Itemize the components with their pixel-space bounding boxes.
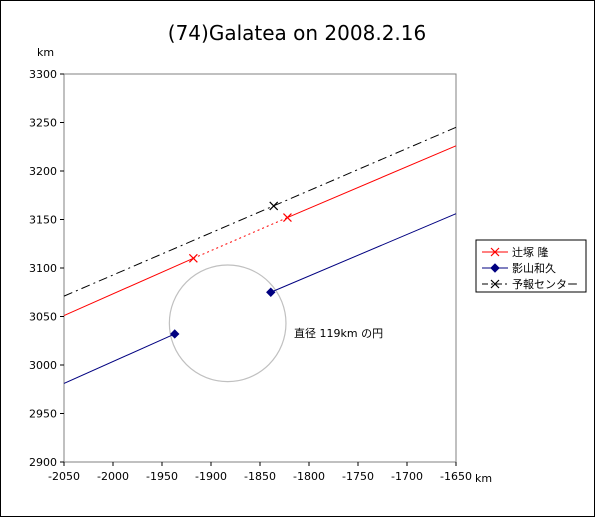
series-line-segment (63, 333, 175, 384)
y-tick-label: 2950 (29, 408, 57, 421)
y-tick-label: 2900 (29, 456, 57, 469)
y-axis-ticks: 2900 2950 3000 3050 3100 3150 3200 3250 3300 (29, 68, 64, 469)
y-tick-label: 3050 (29, 311, 57, 324)
diameter-circle (168, 264, 287, 383)
data-point-marker (188, 253, 198, 263)
x-tick-label: -1700 (391, 470, 423, 483)
x-tick-label: -1850 (244, 470, 276, 483)
circle-layer (168, 264, 287, 383)
series-0 (63, 145, 457, 316)
y-tick-label: 3300 (29, 68, 57, 81)
data-point-marker (170, 329, 180, 339)
series-line-segment (63, 126, 457, 297)
legend-label: 影山和久 (512, 262, 556, 275)
y-tick-label: 3000 (29, 359, 57, 372)
y-tick-label: 3200 (29, 165, 57, 178)
legend-marker (490, 279, 500, 289)
y-axis-unit: km (37, 46, 54, 59)
series-line-segment (287, 145, 457, 219)
legend-marker (490, 263, 500, 273)
y-tick-label: 3250 (29, 117, 57, 130)
legend-label: 予報センター (512, 278, 578, 291)
x-tick-label: -1650 (440, 470, 472, 483)
legend-marker (490, 247, 500, 257)
series-line-segment (270, 213, 457, 293)
series-2 (63, 126, 457, 297)
data-point-marker (283, 213, 292, 222)
x-axis-unit: km (475, 472, 492, 485)
series-1 (63, 213, 457, 384)
plot-area (63, 73, 457, 463)
x-tick-label: -2000 (97, 470, 129, 483)
x-tick-label: -1950 (146, 470, 178, 483)
x-tick-label: -1800 (293, 470, 325, 483)
legend-label: 辻塚 隆 (512, 245, 549, 259)
x-tick-label: -1750 (342, 470, 374, 483)
series-line-segment (63, 257, 194, 316)
y-tick-label: 3150 (29, 214, 57, 227)
x-tick-label: -2050 (48, 470, 80, 483)
data-point-marker (266, 287, 276, 297)
x-axis-ticks: -2050 -2000 -1950 -1900 -1850 -1800 -1750 -1700… (48, 462, 472, 483)
data-point-marker (269, 201, 279, 211)
circle-annotation: 直径 119km の円 (294, 326, 383, 340)
series-line-segment (193, 217, 288, 259)
chart-title: (74)Galatea on 2008.2.16 (168, 21, 426, 45)
y-tick-label: 3100 (29, 262, 57, 275)
series-layer (63, 126, 457, 384)
x-tick-label: -1900 (195, 470, 227, 483)
